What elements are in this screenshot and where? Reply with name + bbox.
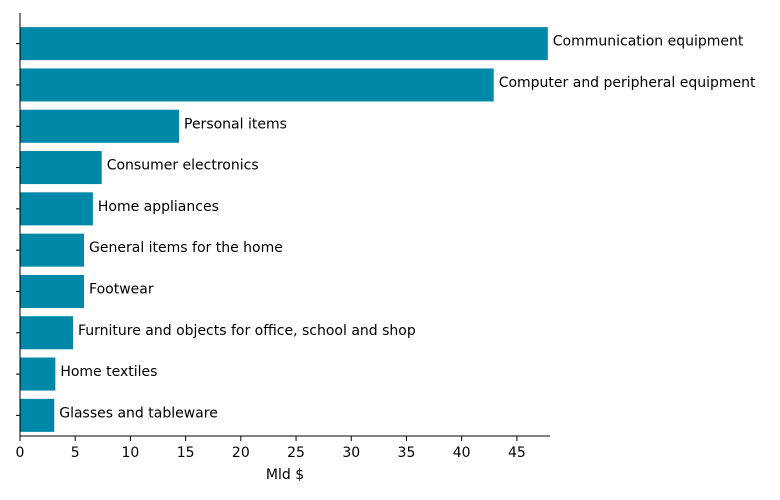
bar-label: Computer and peripheral equipment bbox=[499, 75, 756, 91]
x-tick-label: 30 bbox=[342, 445, 360, 461]
bar bbox=[20, 357, 56, 391]
x-tick-label: 45 bbox=[508, 445, 526, 461]
x-axis-ticks: 0 5 10 15 20 25 30 35 40 45 bbox=[16, 436, 526, 461]
bar-label: Footwear bbox=[89, 281, 154, 297]
bar-label: Glasses and tableware bbox=[59, 405, 218, 421]
x-tick-label: 25 bbox=[287, 445, 305, 461]
x-tick-label: 5 bbox=[71, 445, 80, 461]
x-axis-label: Mld $ bbox=[266, 467, 304, 483]
bar-label: Consumer electronics bbox=[107, 158, 259, 174]
bar bbox=[20, 109, 179, 143]
x-tick-label: 20 bbox=[232, 445, 250, 461]
x-tick-label: 15 bbox=[177, 445, 195, 461]
bar bbox=[20, 151, 102, 185]
bars-group bbox=[20, 27, 548, 432]
x-tick-label: 10 bbox=[122, 445, 140, 461]
x-tick-label: 0 bbox=[16, 445, 25, 461]
y-axis-ticks bbox=[16, 43, 20, 416]
bar bbox=[20, 233, 85, 267]
bar-label: Communication equipment bbox=[553, 34, 744, 50]
x-tick-label: 35 bbox=[398, 445, 416, 461]
bar bbox=[20, 398, 55, 432]
bar-label: Home appliances bbox=[98, 199, 219, 215]
bar-label: Furniture and objects for office, school… bbox=[78, 323, 416, 339]
bar bbox=[20, 316, 73, 350]
bar-label: General items for the home bbox=[89, 240, 283, 256]
bar-label: Personal items bbox=[184, 116, 287, 132]
bar-labels-group: Communication equipment Computer and peri… bbox=[59, 34, 756, 422]
bar bbox=[20, 274, 85, 308]
bar bbox=[20, 68, 494, 102]
bar bbox=[20, 192, 93, 226]
bar bbox=[20, 27, 548, 61]
bar-label: Home textiles bbox=[60, 364, 157, 380]
x-tick-label: 40 bbox=[453, 445, 471, 461]
